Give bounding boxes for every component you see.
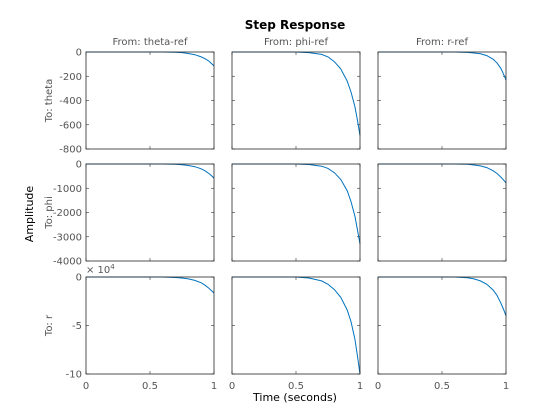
y-tick-label: -800 — [59, 145, 82, 156]
y-tick-label: -400 — [59, 96, 82, 107]
subplot-r0-c0 — [85, 51, 215, 150]
x-tick-label: 0 — [83, 381, 89, 392]
x-tick-label: 0.5 — [434, 381, 450, 392]
y-tick-label: 0 — [76, 48, 82, 59]
response-line-r2-c1 — [232, 276, 361, 375]
x-tick-label: 1 — [357, 381, 363, 392]
response-line-r1-c1 — [232, 163, 361, 245]
y-tick-label: -600 — [59, 120, 82, 131]
column-header-1: From: phi-ref — [264, 37, 328, 48]
y-exponent-label: × 104 — [86, 263, 115, 276]
x-tick-label: 1 — [503, 381, 509, 392]
response-line-r2-c2 — [378, 276, 507, 316]
column-header-0: From: theta-ref — [113, 37, 188, 48]
row-label-0: To: theta — [44, 79, 55, 124]
row-label-2: To: r — [44, 314, 55, 337]
y-tick-label: -1000 — [53, 184, 82, 195]
response-line-r0-c2 — [378, 51, 507, 81]
y-tick-label: -3000 — [53, 232, 82, 243]
subplot-grid: From: theta-ref From: phi-ref From: r-ref T… — [44, 37, 509, 392]
x-tick-label: 0 — [229, 381, 235, 392]
y-tick-label: 0 — [76, 160, 82, 171]
subplot-r2-c2 — [377, 276, 507, 375]
exponent-base: × 10 — [86, 265, 110, 276]
subplot-r0-c1 — [231, 51, 361, 150]
y-tick-label: -200 — [59, 72, 82, 83]
y-tick-label: -4000 — [53, 257, 82, 268]
x-tick-label: 0.5 — [288, 381, 304, 392]
y-axis-label: Amplitude — [23, 186, 36, 243]
subplot-r1-c0 — [85, 163, 215, 262]
x-tick-label: 0.5 — [142, 381, 158, 392]
subplot-r0-c2 — [377, 51, 507, 150]
column-header-2: From: r-ref — [416, 37, 468, 48]
subplot-r2-c0 — [85, 276, 215, 375]
chart-title: Step Response — [245, 18, 345, 32]
response-line-r0-c1 — [232, 51, 361, 136]
subplot-r1-c2 — [377, 163, 507, 262]
x-tick-label: 1 — [211, 381, 217, 392]
subplot-r2-c1 — [231, 276, 361, 375]
subplot-r1-c1 — [231, 163, 361, 262]
y-tick-label: -10 — [66, 370, 82, 381]
x-axis-label: Time (seconds) — [252, 391, 337, 404]
x-tick-label: 0 — [375, 381, 381, 392]
exponent-power: 4 — [110, 263, 115, 271]
row-label-1: To: phi — [44, 196, 55, 230]
y-tick-label: 0 — [76, 273, 82, 284]
y-tick-label: -2000 — [53, 208, 82, 219]
y-tick-label: -5 — [72, 321, 82, 332]
